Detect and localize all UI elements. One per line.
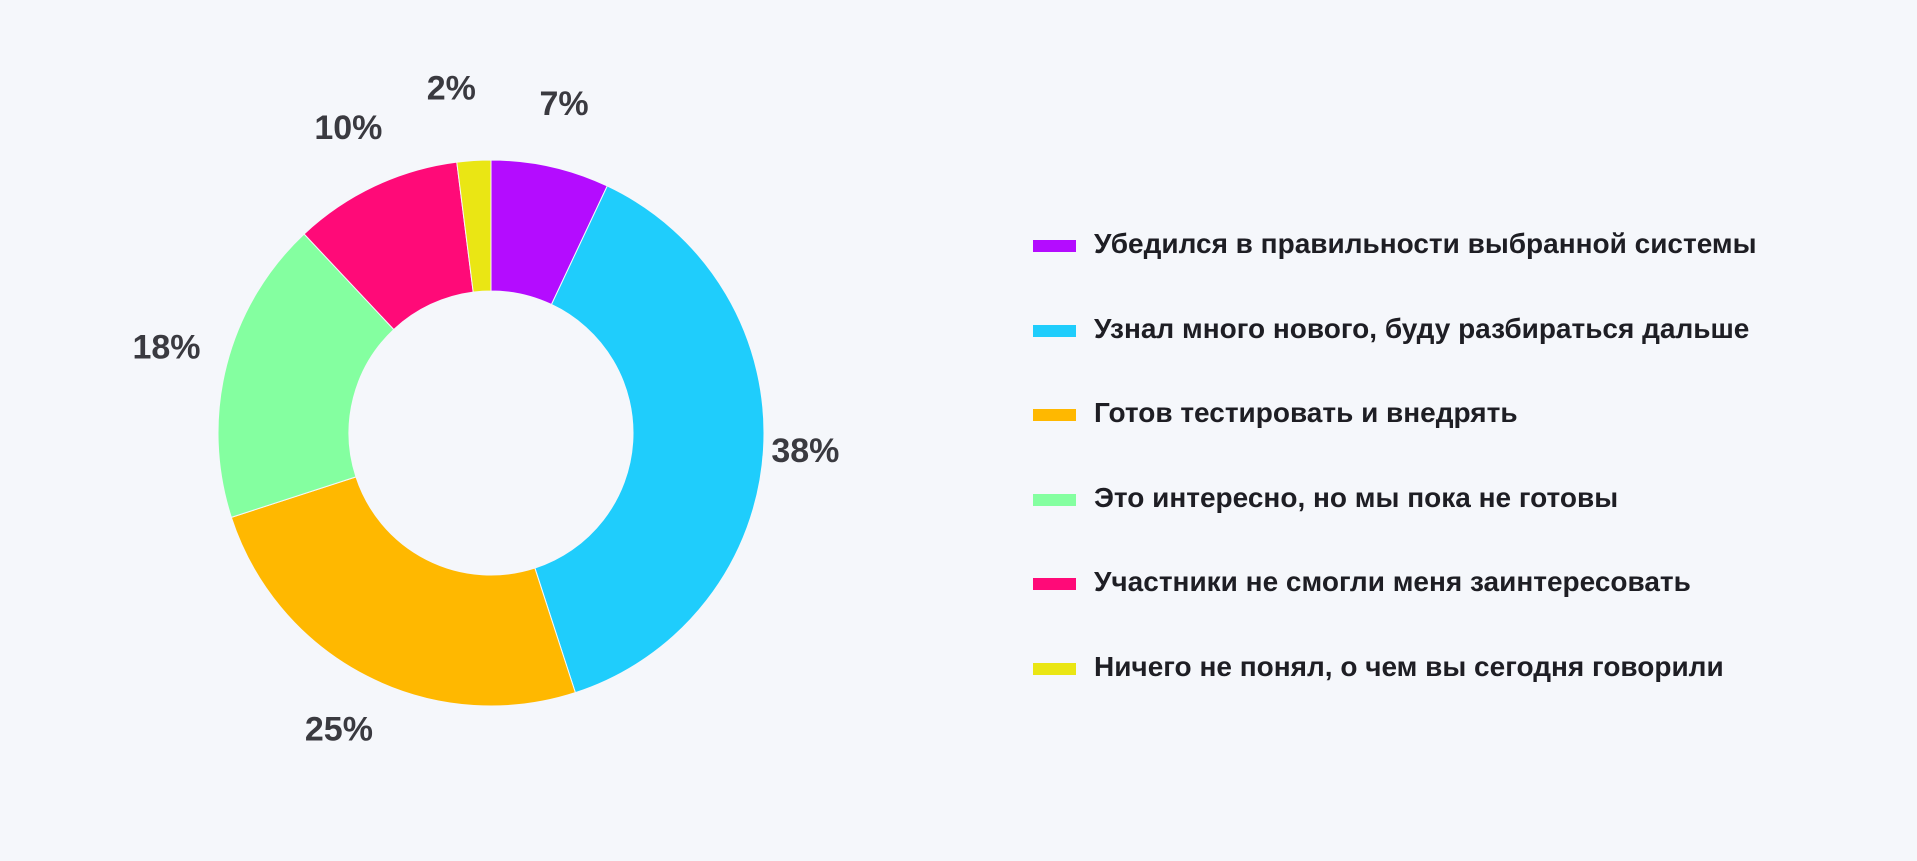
- legend-label: Ничего не понял, о чем вы сегодня говори…: [1094, 650, 1724, 682]
- donut-slice: [217, 233, 395, 518]
- legend-swatch: [1033, 240, 1076, 252]
- slice-value-label: 10%: [314, 109, 382, 147]
- legend-label: Это интересно, но мы пока не готовы: [1094, 481, 1619, 513]
- legend-swatch: [1033, 493, 1076, 506]
- legend-item: Это интересно, но мы пока не готовы: [1033, 474, 1893, 559]
- slice-value-label: 25%: [305, 710, 373, 748]
- legend-item: Участники не смогли меня заинтересовать: [1033, 558, 1893, 643]
- legend-swatch: [1033, 578, 1076, 590]
- legend-item: Убедился в правильности выбранной систем…: [1033, 220, 1893, 305]
- legend-item: Узнал много нового, буду разбираться дал…: [1033, 305, 1893, 390]
- donut-slice: [456, 159, 492, 293]
- legend-item: Ничего не понял, о чем вы сегодня говори…: [1033, 643, 1893, 728]
- slice-value-label: 38%: [771, 432, 839, 470]
- legend: Убедился в правильности выбранной систем…: [1033, 220, 1893, 727]
- legend-label: Узнал много нового, буду разбираться дал…: [1094, 312, 1750, 344]
- legend-item: Готов тестировать и внедрять: [1033, 389, 1893, 474]
- legend-label: Убедился в правильности выбранной систем…: [1094, 228, 1757, 259]
- legend-swatch: [1033, 662, 1076, 675]
- slice-value-label: 7%: [540, 85, 589, 123]
- slice-value-label: 2%: [427, 69, 476, 107]
- slice-value-label: 18%: [132, 329, 200, 367]
- donut-slice: [534, 185, 765, 694]
- donut-slice: [230, 476, 576, 707]
- legend-swatch: [1033, 324, 1076, 337]
- legend-swatch: [1033, 409, 1076, 421]
- legend-label: Готов тестировать и внедрять: [1094, 397, 1518, 428]
- legend-label: Участники не смогли меня заинтересовать: [1094, 566, 1691, 597]
